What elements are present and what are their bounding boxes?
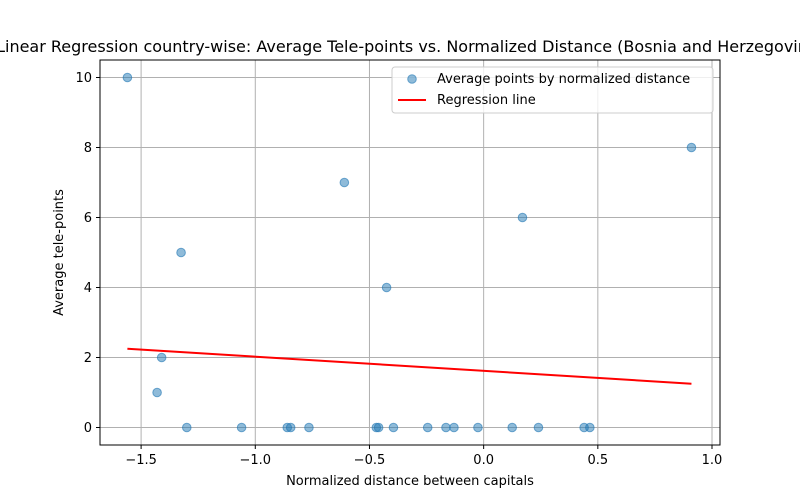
legend: Average points by normalized distance Re… [391,66,714,114]
scatter-point [236,422,247,433]
legend-label-scatter: Average points by normalized distance [437,72,690,87]
y-axis-label: Average tele-points [52,189,67,316]
y-tick-label: 8 [84,141,92,156]
scatter-point [122,72,133,83]
scatter-point [304,422,314,433]
y-tick-label: 6 [84,211,92,226]
y-tick-label: 10 [75,71,92,86]
y-axis-ticks: 0 2 4 6 8 10 [75,71,100,436]
scatter-point [441,422,451,433]
scatter-point [339,177,350,188]
grid [100,60,720,445]
scatter-point [373,422,384,433]
scatter-point [381,282,392,293]
regression-line [127,347,692,385]
plot-frame [99,59,721,446]
chart-title: Linear Regression country-wise: Average … [0,37,800,56]
x-axis-ticks: −1.5 −1.0 −0.5 0.0 0.5 1.0 [125,445,722,468]
scatter-point [176,247,186,258]
scatter-point [422,422,433,433]
scatter-point [507,422,517,433]
scatter-point [388,422,399,433]
plot-marks [122,72,697,433]
x-tick-label: 1.0 [702,453,723,468]
scatter-point [585,422,595,433]
x-tick-label: −0.5 [354,453,386,468]
scatter-point [285,422,296,433]
x-tick-label: 0.0 [473,453,494,468]
scatter-point [449,422,459,433]
legend-marker-scatter [407,74,417,84]
scatter-point [152,387,162,398]
x-tick-label: 0.5 [587,453,608,468]
y-tick-label: 0 [84,421,92,436]
x-tick-label: −1.0 [239,453,271,468]
x-axis-label: Normalized distance between capitals [286,474,534,489]
scatter-point [473,422,483,433]
scatter-point [533,422,544,433]
y-tick-label: 4 [84,281,92,296]
x-tick-label: −1.5 [125,453,157,468]
legend-label-line: Regression line [437,93,536,108]
scatter-point [181,422,192,433]
scatter-point [517,212,528,223]
legend-box [391,66,714,114]
y-tick-label: 2 [84,351,92,366]
scatter-point [686,142,697,153]
scatter-point [156,352,167,363]
